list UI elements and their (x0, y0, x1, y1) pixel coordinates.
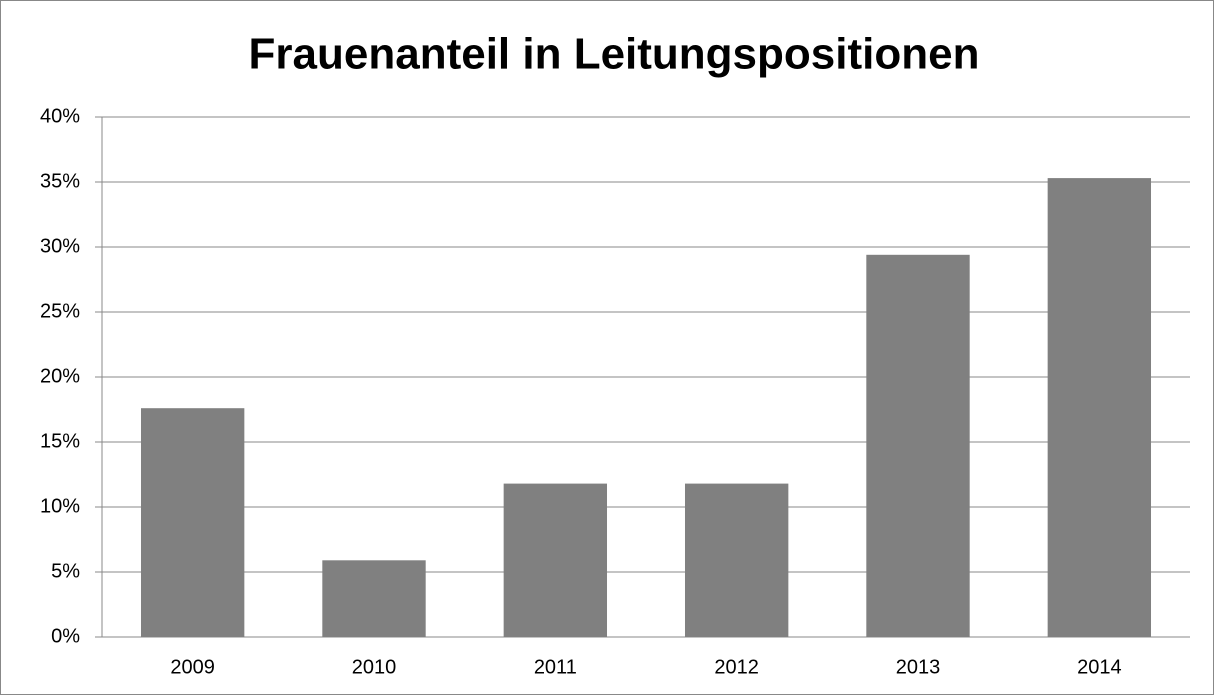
x-tick-label: 2011 (534, 656, 577, 678)
y-tick-label: 25% (40, 300, 80, 322)
y-tick-label: 30% (40, 235, 80, 257)
x-tick-label: 2013 (896, 656, 941, 678)
y-tick-label: 10% (40, 495, 80, 517)
y-tick-label: 5% (51, 560, 80, 582)
bar (866, 254, 970, 638)
bar (1047, 178, 1152, 637)
x-tick-label: 2009 (170, 656, 215, 678)
x-tick-label: 2012 (714, 656, 759, 678)
x-tick-label: 2010 (352, 656, 397, 678)
y-tick-label: 20% (40, 365, 80, 387)
y-tick-label: 0% (51, 625, 80, 647)
y-tick-label: 35% (40, 170, 80, 192)
bar (322, 560, 426, 637)
bar (684, 483, 789, 637)
bar (503, 483, 608, 637)
x-tick-label: 2014 (1077, 656, 1122, 678)
y-tick-label: 15% (40, 430, 80, 452)
bar (140, 408, 245, 637)
chart-title: Frauenanteil in Leitungspositionen (249, 30, 980, 79)
y-tick-label: 40% (40, 105, 80, 127)
